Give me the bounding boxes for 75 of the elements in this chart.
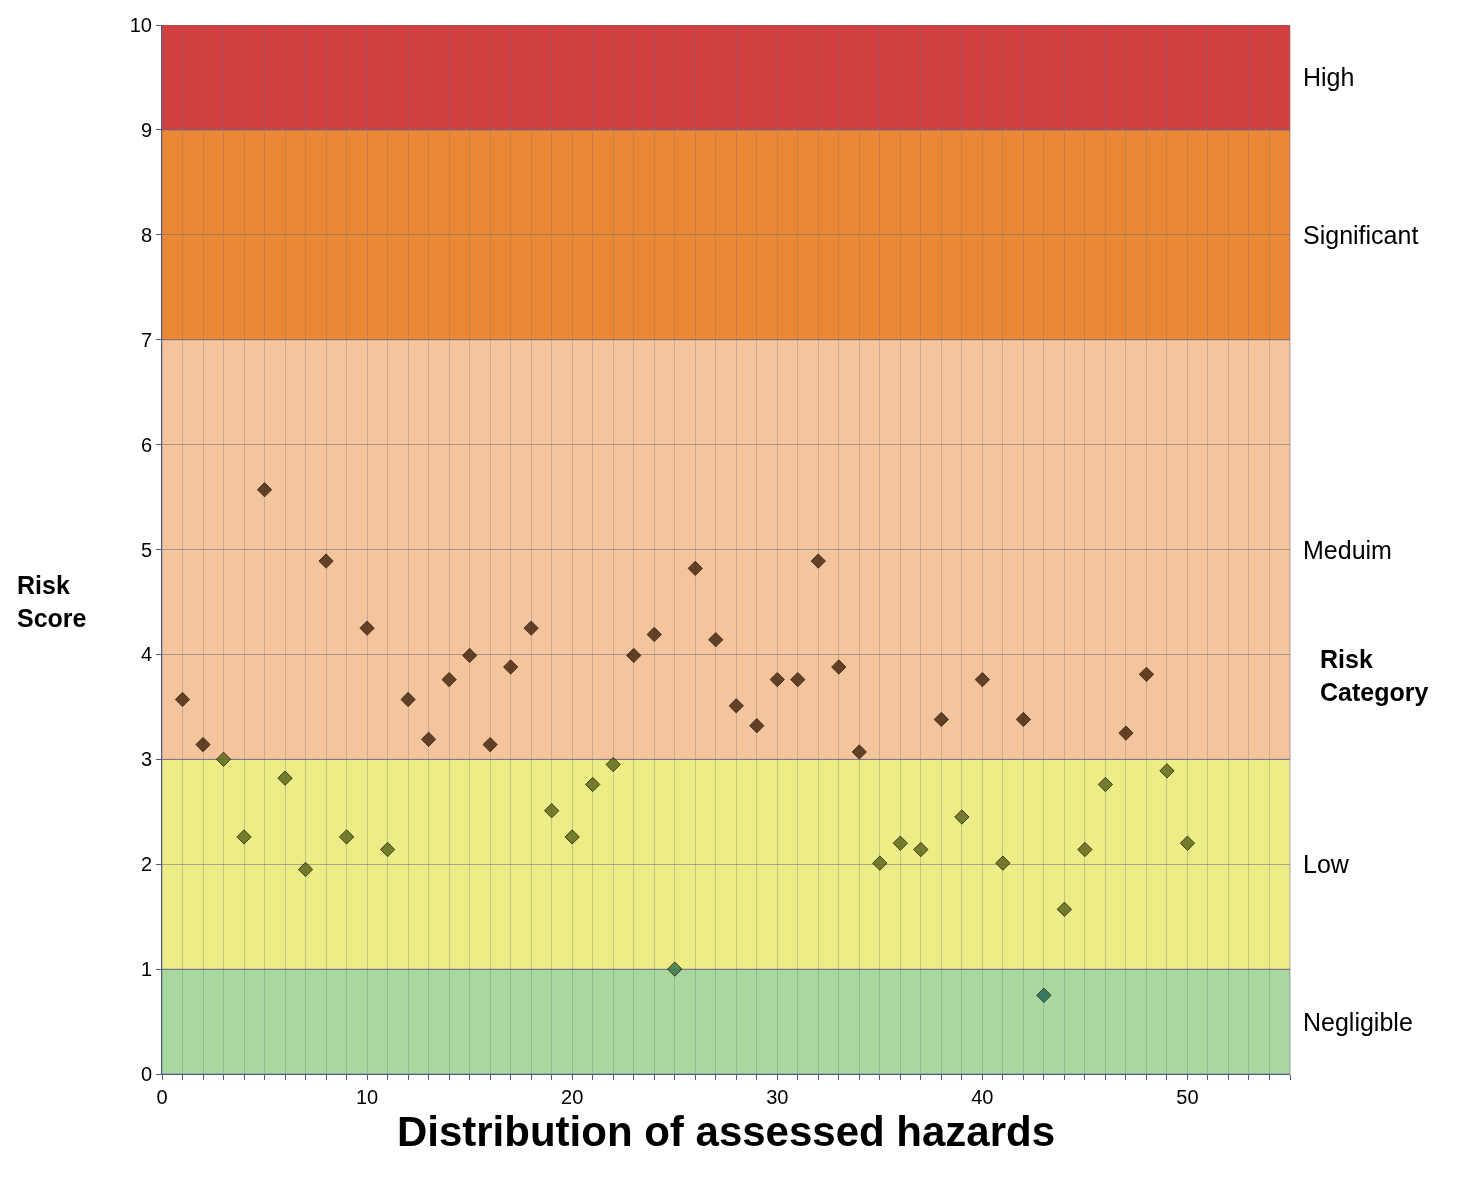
point [667,961,683,977]
point [646,626,662,643]
y-tick-label: 6 [140,433,152,456]
point [974,671,991,688]
band-label: Significant [1303,221,1419,249]
band-label: Low [1303,850,1350,878]
x-tick-label: 20 [561,1086,584,1108]
point [441,671,457,688]
point [482,736,498,753]
point [995,855,1011,871]
y-tick-label: 1 [140,958,152,981]
point [954,809,970,825]
point [318,553,334,569]
y-tick-label: 3 [140,748,152,771]
point [195,736,211,753]
point [1179,835,1196,851]
point [544,803,560,819]
point [236,829,252,845]
point [420,731,437,748]
point [461,647,478,664]
point [215,751,232,767]
point [564,829,580,845]
point [400,691,416,708]
point [1077,841,1093,858]
y-tick-label: 9 [140,118,152,141]
point [277,770,293,786]
point [338,829,355,845]
y-tick-label: 8 [140,223,152,246]
point [1036,987,1052,1003]
point [790,671,806,688]
point [810,553,826,569]
y-tick-label: 4 [140,643,152,666]
point [769,671,785,688]
point [1138,666,1155,682]
point [1159,763,1175,779]
point [892,835,908,851]
point [256,482,273,498]
y-tick-label: 5 [140,538,152,561]
point [728,698,744,714]
point [933,711,949,728]
point [708,632,724,648]
y-tick-label: 2 [140,853,152,876]
point [831,659,847,675]
point [585,776,601,793]
band-label: Meduim [1303,536,1392,564]
y-axis-title: Risk Score [17,571,87,632]
point [503,659,519,675]
point [851,744,867,760]
point [174,691,191,708]
x-tick-label: 10 [355,1086,379,1108]
point [913,841,929,858]
y-tick-label: 0 [140,1063,152,1085]
point [1056,901,1073,917]
y2-axis-title: Risk Category [1320,645,1429,706]
point [297,861,314,878]
point [1097,776,1114,793]
x-tick-label: 30 [766,1086,789,1108]
point [359,620,375,636]
point [379,841,396,858]
point [872,855,888,871]
x-tick-label: 0 [156,1086,168,1108]
band-label: Negligible [1303,1008,1413,1036]
point [626,647,642,664]
point [1118,725,1134,741]
x-tick-label: 50 [1176,1086,1199,1108]
y-tick-label: 10 [129,14,152,36]
point [605,756,621,773]
band-label: High [1303,63,1355,91]
x-tick-label: 40 [971,1086,994,1108]
y-tick-label: 7 [140,328,152,351]
x-axis-title: Distribution of assessed hazards [396,1108,1056,1155]
point [523,620,539,636]
point [1015,711,1032,728]
point [749,718,765,734]
point [687,560,703,577]
